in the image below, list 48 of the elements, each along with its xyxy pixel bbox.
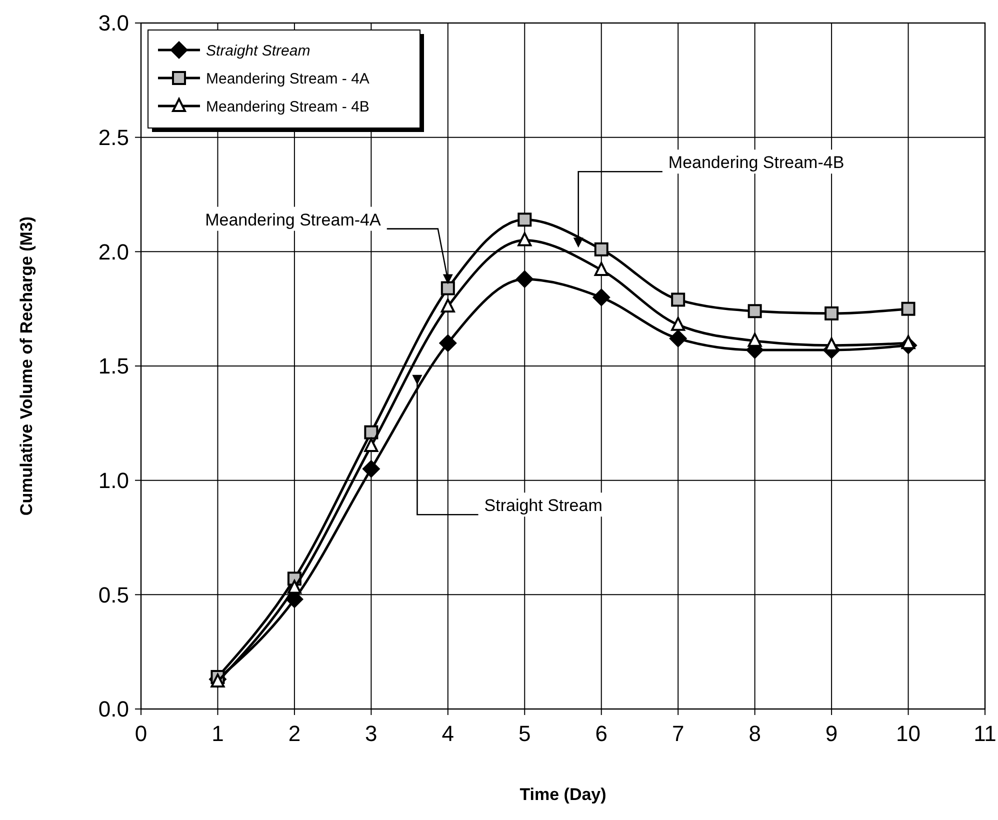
x-tick-label: 3 [365,721,378,746]
point [362,460,380,478]
point [210,674,225,688]
legend-label: Meandering Stream - 4B [206,98,370,116]
x-tick-label: 4 [442,721,454,746]
point [440,281,455,296]
annotation: Meandering Stream-4A [205,210,382,230]
y-tick-label: 1.0 [98,468,129,494]
x-axis-title: Time (Day) [520,785,606,804]
point [748,332,762,347]
point [438,334,457,352]
x-tick-label: 2 [288,721,301,746]
annotation: Meandering Stream-4B [668,153,844,172]
legend-label: Meandering Stream - 4A [206,70,370,88]
point [671,316,686,331]
point [440,298,455,313]
annotation: Straight Stream [484,496,602,516]
point [669,330,688,348]
x-tick-label: 7 [672,721,684,746]
point [364,425,378,440]
x-tick-label: 1 [212,721,224,746]
x-tick-label: 11 [974,721,996,746]
y-tick-label: 0.0 [98,696,129,722]
x-tick-label: 0 [134,721,148,746]
legend-label: Straight Stream [206,42,310,60]
point [594,262,608,276]
x-tick-label: 5 [518,721,531,746]
point [901,302,916,316]
point [748,304,762,318]
y-tick-label: 2.0 [98,239,129,264]
point [518,232,532,246]
point [594,242,608,256]
x-tick-label: 8 [748,721,761,746]
point [671,292,686,307]
y-axis-title: Cumulative Volume of Recharge (M3) [17,216,36,516]
y-tick-label: 0.5 [98,582,129,608]
x-tick-label: 10 [896,721,921,746]
point [364,438,378,452]
y-tick-label: 3.0 [98,10,129,36]
x-tick-label: 6 [595,721,608,746]
point [516,270,534,288]
point [824,306,839,320]
y-tick-label: 1.5 [98,354,129,379]
point [518,212,532,227]
x-tick-label: 9 [825,721,838,746]
point [592,288,610,306]
point [287,580,302,594]
y-tick-label: 2.5 [98,125,129,150]
